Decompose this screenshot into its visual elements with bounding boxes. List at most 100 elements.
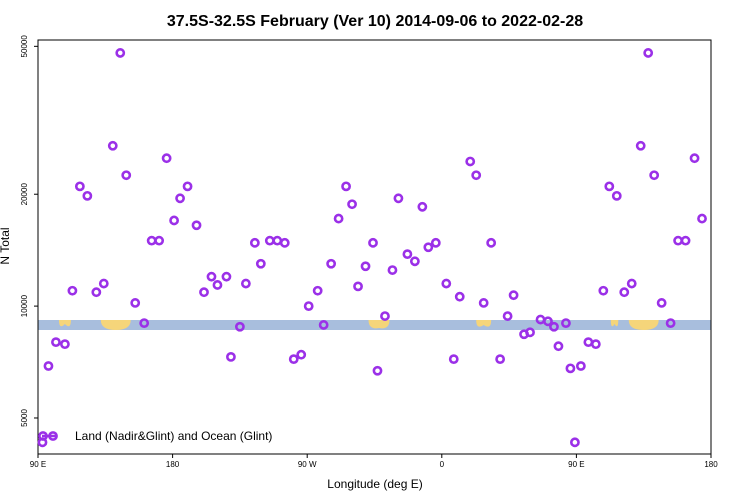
- data-point: [130, 298, 141, 308]
- land-patch: [610, 320, 619, 327]
- data-point: [255, 258, 266, 269]
- data-points: [37, 48, 707, 448]
- x-tick-label: 180: [704, 460, 718, 469]
- data-point: [43, 361, 54, 371]
- x-tick-label: 0: [440, 460, 445, 469]
- x-axis-label: Longitude (deg E): [327, 477, 422, 491]
- data-point: [665, 318, 676, 329]
- data-point: [341, 181, 351, 192]
- data-point: [454, 291, 465, 302]
- data-point: [619, 287, 630, 298]
- land-patch: [368, 320, 390, 329]
- y-axis: 5000 10000 20000 50000: [20, 35, 38, 427]
- data-point: [360, 261, 371, 272]
- data-point: [326, 258, 337, 269]
- data-point: [680, 235, 691, 246]
- data-point: [465, 156, 476, 167]
- data-point: [303, 301, 314, 312]
- data-point: [154, 235, 165, 246]
- data-point: [347, 199, 357, 210]
- chart-title: 37.5S-32.5S February (Ver 10) 2014-09-06…: [167, 13, 583, 30]
- data-point: [296, 349, 307, 360]
- data-point: [656, 298, 667, 308]
- data-point: [409, 256, 420, 267]
- x-tick-label: 180: [166, 460, 180, 469]
- data-point: [635, 140, 646, 151]
- data-point: [279, 237, 290, 248]
- data-point: [478, 298, 489, 308]
- data-point: [565, 363, 576, 374]
- data-point: [430, 237, 441, 248]
- data-point: [182, 181, 193, 192]
- data-point: [249, 237, 260, 248]
- legend-label: Land (Nadir&Glint) and Ocean (Glint): [75, 429, 272, 443]
- data-point: [697, 213, 707, 224]
- data-point: [212, 280, 223, 290]
- data-point: [368, 237, 378, 248]
- data-point: [221, 271, 232, 282]
- data-point: [549, 321, 559, 332]
- data-point: [333, 213, 344, 224]
- data-point: [226, 352, 236, 362]
- data-point: [82, 190, 93, 201]
- data-point: [121, 170, 132, 181]
- data-point: [486, 237, 497, 248]
- data-point: [626, 278, 637, 289]
- data-point: [161, 153, 172, 164]
- legend: Land (Nadir&Glint) and Ocean (Glint): [38, 429, 272, 443]
- data-point: [51, 337, 61, 348]
- data-point: [74, 181, 85, 192]
- data-point: [525, 327, 535, 338]
- data-point: [67, 285, 78, 296]
- y-tick-label: 10000: [20, 294, 29, 317]
- data-point: [91, 287, 102, 298]
- data-point: [502, 311, 513, 321]
- x-tick-label: 90 E: [568, 460, 584, 469]
- data-point: [98, 278, 109, 289]
- data-point: [590, 339, 601, 350]
- data-point: [570, 437, 580, 448]
- data-point: [543, 316, 553, 327]
- data-point: [417, 201, 428, 212]
- data-point: [393, 193, 404, 204]
- legend-marker: [38, 431, 48, 441]
- x-tick-label: 90 W: [298, 460, 317, 469]
- data-point: [643, 48, 654, 58]
- data-point: [423, 242, 434, 253]
- data-point: [169, 215, 179, 226]
- data-point: [649, 170, 660, 181]
- surface-band: [38, 320, 711, 330]
- data-point: [402, 249, 413, 260]
- land-patch: [628, 320, 659, 330]
- data-point: [387, 265, 398, 275]
- data-point: [495, 354, 506, 365]
- data-point: [689, 153, 700, 164]
- data-point: [575, 361, 586, 371]
- legend-marker: [48, 431, 58, 441]
- plot-frame: [37, 39, 712, 455]
- data-point: [604, 181, 615, 192]
- land-patch: [58, 320, 71, 327]
- data-point: [191, 220, 202, 231]
- data-point: [372, 365, 383, 376]
- data-point: [107, 140, 118, 151]
- data-point: [318, 320, 329, 330]
- data-point: [353, 281, 363, 292]
- data-point: [611, 190, 622, 201]
- data-point: [561, 318, 571, 329]
- y-tick-label: 20000: [20, 183, 29, 206]
- data-point: [234, 321, 245, 332]
- data-point: [206, 271, 217, 282]
- data-point: [448, 354, 459, 365]
- x-axis: 90 E 180 90 W 0 90 E 180: [30, 454, 718, 469]
- y-tick-label: 50000: [20, 35, 29, 58]
- data-point: [508, 290, 519, 301]
- data-point: [60, 339, 70, 350]
- data-point: [553, 341, 564, 352]
- data-point: [288, 354, 299, 365]
- data-point: [312, 285, 323, 296]
- land-patch: [100, 320, 131, 330]
- y-axis-label: N Total: [0, 227, 12, 264]
